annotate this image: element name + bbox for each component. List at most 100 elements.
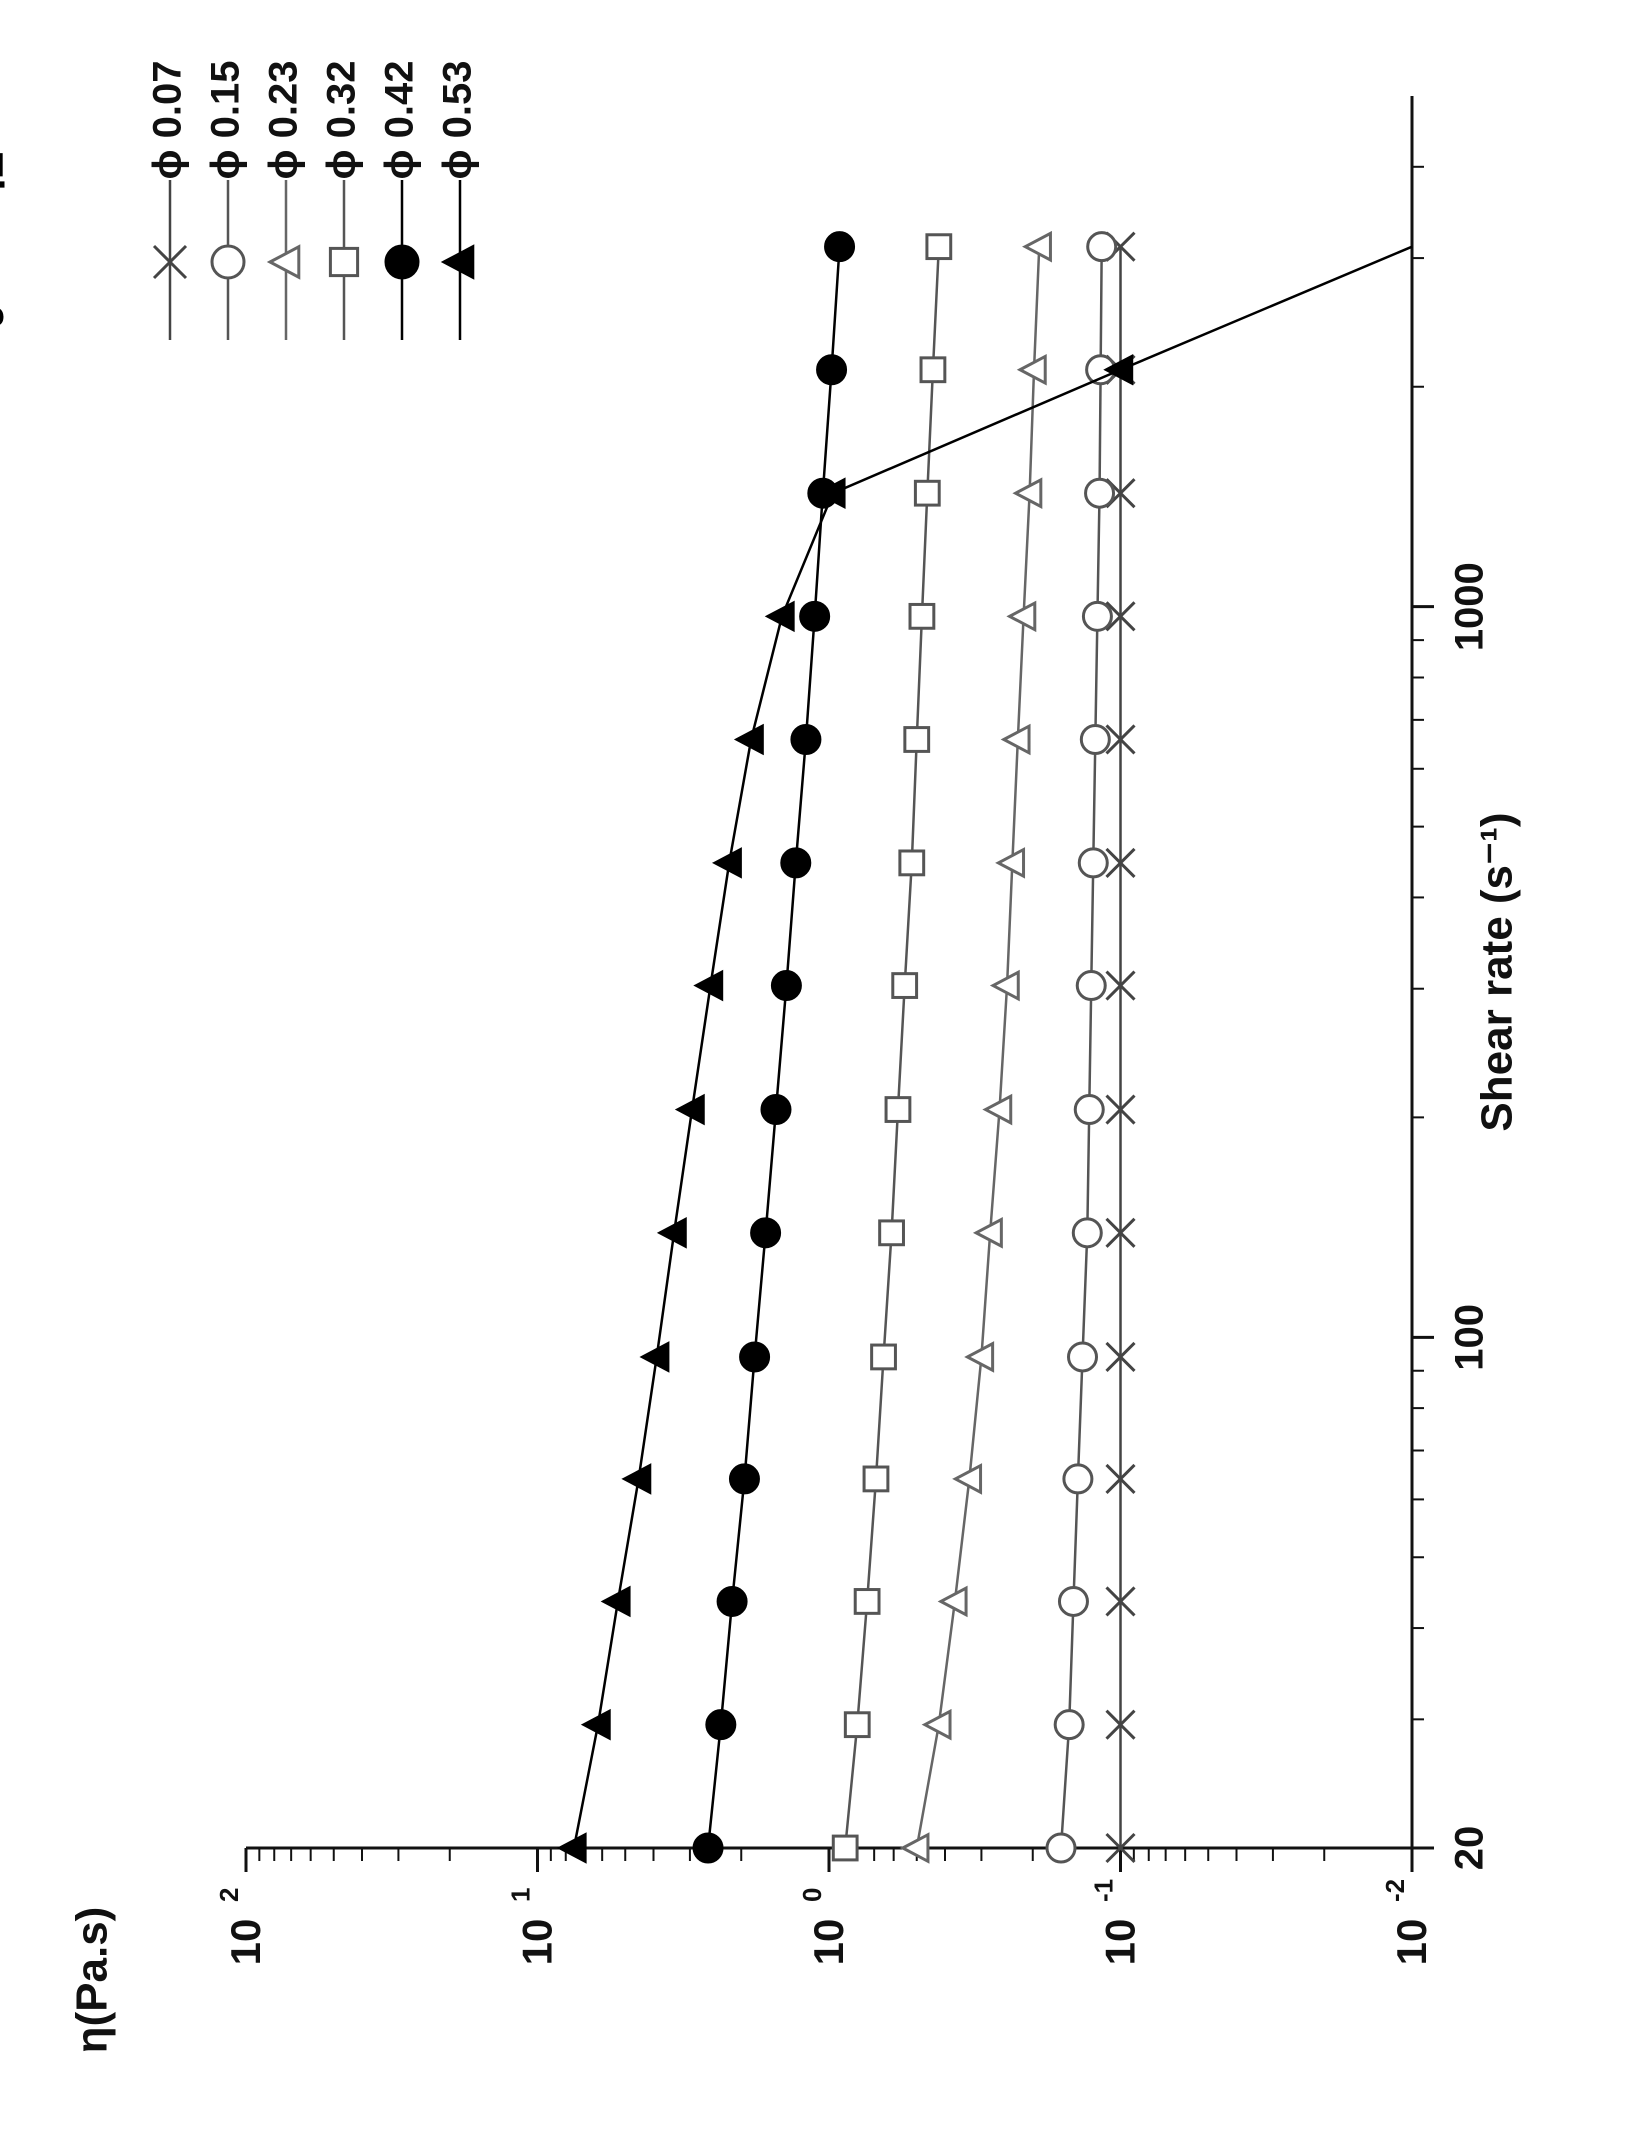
data-point bbox=[1105, 1094, 1136, 1125]
data-point bbox=[1105, 970, 1136, 1001]
data-point bbox=[824, 231, 856, 263]
y-tick-label-base: 10 bbox=[1388, 1919, 1435, 1966]
y-tick-label-base: 10 bbox=[222, 1919, 269, 1966]
x-tick-label: 20 bbox=[1448, 1826, 1492, 1871]
data-point bbox=[952, 1463, 983, 1495]
data-point bbox=[733, 723, 764, 756]
series-line bbox=[843, 246, 941, 1849]
data-point bbox=[1062, 1463, 1094, 1495]
legend-label: ϕ 0.32 bbox=[320, 61, 364, 180]
legend-item: ϕ 0.32 bbox=[320, 61, 364, 340]
data-point bbox=[919, 356, 947, 384]
series-line bbox=[1059, 246, 1103, 1849]
data-point bbox=[989, 969, 1020, 1002]
series-line bbox=[572, 245, 1413, 1849]
data-point bbox=[716, 1585, 748, 1617]
data-point bbox=[1045, 1832, 1077, 1864]
data-point bbox=[692, 1832, 724, 1864]
series-3 bbox=[899, 230, 1052, 1864]
y-tick-label-base: 10 bbox=[805, 1919, 852, 1966]
data-point bbox=[440, 244, 475, 280]
legend-item: ϕ 0.53 bbox=[436, 61, 480, 340]
data-point bbox=[384, 244, 420, 280]
data-point bbox=[1081, 600, 1113, 632]
legend-item: ϕ 0.42 bbox=[378, 61, 422, 340]
data-point bbox=[982, 1093, 1013, 1126]
y-tick-label-exponent: -1 bbox=[1089, 1879, 1119, 1902]
y-tick-label: 10 -1 bbox=[1089, 1879, 1144, 1965]
data-point bbox=[1073, 1094, 1105, 1126]
data-point bbox=[1105, 1709, 1136, 1740]
data-point bbox=[1105, 1341, 1136, 1373]
legend-item: ϕ 0.07 bbox=[146, 61, 190, 340]
data-point bbox=[760, 1094, 792, 1126]
series-1 bbox=[1105, 231, 1136, 1864]
data-point bbox=[899, 1832, 930, 1864]
data-point bbox=[908, 602, 936, 630]
data-point bbox=[556, 1832, 587, 1864]
data-point bbox=[1067, 1341, 1099, 1373]
data-point bbox=[1000, 723, 1031, 756]
data-point bbox=[210, 244, 246, 280]
data-point bbox=[600, 1585, 631, 1618]
data-point bbox=[903, 726, 931, 753]
data-point bbox=[1022, 230, 1052, 263]
series-line bbox=[706, 246, 841, 1849]
data-point bbox=[728, 1463, 760, 1495]
data-point bbox=[1053, 1709, 1085, 1741]
y-tick-label-base: 10 bbox=[1097, 1919, 1144, 1966]
data-point bbox=[925, 233, 953, 261]
x-axis-title: Shear rate (s⁻¹) bbox=[1473, 812, 1522, 1131]
legend-label: ϕ 0.23 bbox=[262, 61, 306, 180]
data-point bbox=[328, 246, 360, 278]
data-point bbox=[937, 1585, 968, 1618]
data-point bbox=[1086, 231, 1118, 263]
data-point bbox=[1105, 847, 1136, 878]
data-point bbox=[921, 1708, 952, 1741]
data-point bbox=[898, 849, 926, 877]
series-2 bbox=[1045, 231, 1118, 1864]
data-point bbox=[884, 1096, 912, 1123]
legend-label: ϕ 0.07 bbox=[146, 61, 190, 180]
data-point bbox=[1057, 1585, 1089, 1617]
data-point bbox=[1079, 723, 1111, 755]
data-point bbox=[266, 244, 301, 280]
data-point bbox=[831, 1834, 859, 1862]
series-line bbox=[915, 246, 1041, 1849]
data-point bbox=[1071, 1217, 1103, 1249]
data-point bbox=[1105, 1832, 1136, 1864]
legend-label: ϕ 0.42 bbox=[378, 61, 422, 180]
data-point bbox=[780, 847, 812, 879]
y-tick-label: 10 -2 bbox=[1380, 1879, 1435, 1965]
legend: ϕ 0.07 ϕ 0.15 ϕ 0.23 ϕ 0.32 ϕ 0.42 ϕ 0.53 bbox=[146, 61, 480, 340]
x-tick-label: 100 bbox=[1448, 1304, 1492, 1371]
y-tick-label: 10 0 bbox=[797, 1888, 852, 1966]
data-point bbox=[870, 1343, 897, 1371]
data-point bbox=[674, 1093, 705, 1126]
legend-label: ϕ 0.15 bbox=[204, 61, 248, 180]
data-point bbox=[711, 847, 742, 879]
data-point bbox=[1105, 601, 1136, 632]
y-tick-label: 10 2 bbox=[214, 1888, 269, 1966]
x-tick-label: 1000 bbox=[1448, 562, 1492, 651]
data-point bbox=[853, 1588, 881, 1615]
data-point bbox=[964, 1341, 995, 1373]
data-point bbox=[750, 1217, 782, 1249]
data-point bbox=[705, 1709, 737, 1741]
data-point bbox=[770, 970, 802, 1002]
legend-item: ϕ 0.23 bbox=[262, 61, 306, 340]
data-point bbox=[913, 479, 941, 507]
data-point bbox=[580, 1708, 611, 1741]
series-6 bbox=[556, 245, 1413, 1864]
data-point bbox=[1105, 1586, 1136, 1617]
y-tick-label-exponent: 2 bbox=[214, 1888, 244, 1902]
data-point bbox=[891, 972, 919, 999]
series-5 bbox=[692, 231, 856, 1864]
data-point bbox=[972, 1217, 1003, 1249]
data-point bbox=[1103, 353, 1134, 386]
data-point bbox=[656, 1217, 687, 1249]
data-point bbox=[799, 600, 831, 632]
y-tick-label-exponent: 1 bbox=[506, 1888, 536, 1902]
data-point bbox=[790, 723, 822, 755]
data-point bbox=[1105, 1217, 1136, 1248]
